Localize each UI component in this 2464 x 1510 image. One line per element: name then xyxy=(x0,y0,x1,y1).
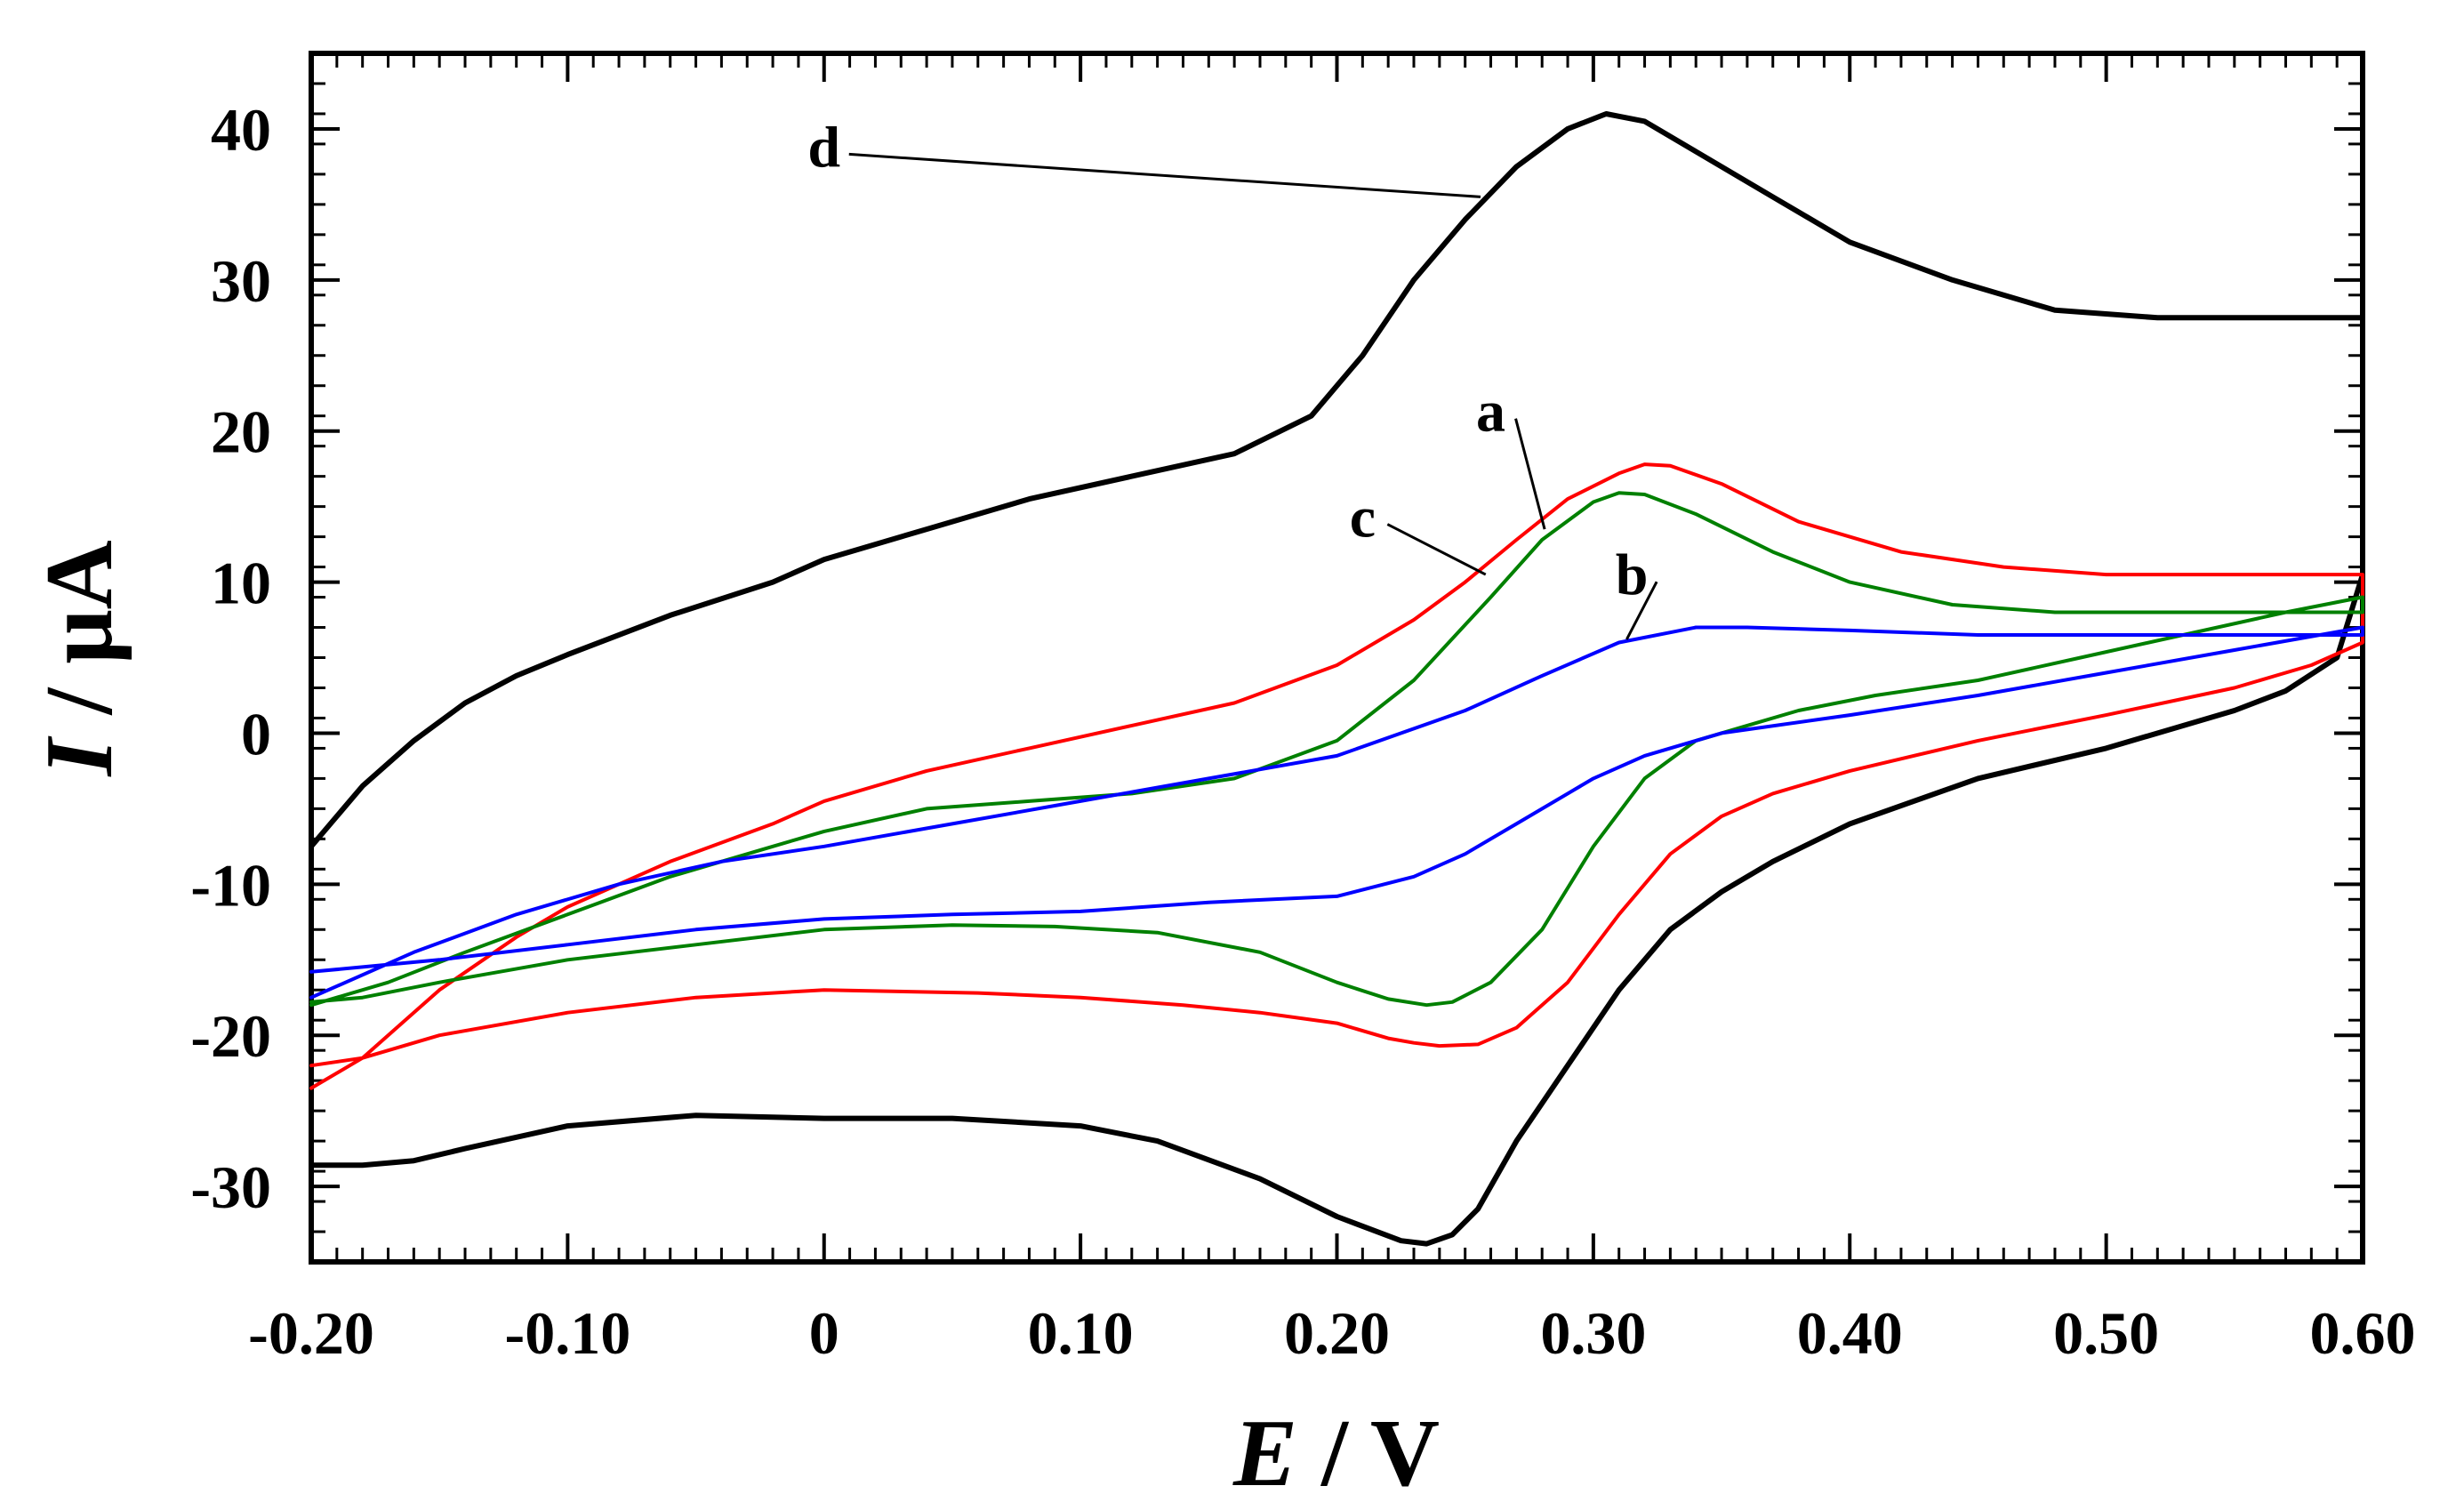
x-axis-title: E / V xyxy=(1232,1401,1440,1506)
y-tick-label: -20 xyxy=(190,1002,271,1070)
series-layer xyxy=(309,111,2365,1247)
y-axis-unit: / μA xyxy=(27,540,132,738)
y-tick-label: 10 xyxy=(211,550,271,617)
curve-label-b: b xyxy=(1616,542,1649,607)
minor-ticks xyxy=(309,52,2364,1264)
x-axis-var: E xyxy=(1232,1401,1297,1506)
curve-label-leader-a xyxy=(1514,418,1546,530)
x-tick-label: 0.20 xyxy=(1284,1299,1390,1367)
major-ticks xyxy=(309,53,2364,1262)
annotation-layer: d a c b xyxy=(807,115,1658,640)
x-tick-label: -0.20 xyxy=(248,1299,374,1367)
curve-label-c: c xyxy=(1350,486,1376,550)
curve-label-leader-b xyxy=(1625,581,1658,640)
x-tick-label: 0.10 xyxy=(1028,1299,1134,1367)
y-tick-label: 30 xyxy=(211,247,271,315)
curve-label-leader-d xyxy=(848,152,1481,198)
x-tick-label: -0.10 xyxy=(505,1299,631,1367)
y-tick-label: -30 xyxy=(190,1153,271,1221)
curve-label-d: d xyxy=(807,115,840,180)
curve-label-leader-c xyxy=(1386,523,1487,576)
y-tick-label: 0 xyxy=(241,700,271,767)
series-line-a xyxy=(309,462,2364,1090)
y-tick-label: -10 xyxy=(190,851,271,919)
plot-frame xyxy=(309,51,2365,1265)
x-tick-label: 0.40 xyxy=(1797,1299,1903,1367)
series-line-b xyxy=(309,625,2364,1000)
y-axis-var: I xyxy=(27,735,132,778)
series-line-d xyxy=(309,111,2365,1247)
x-axis-unit: / V xyxy=(1297,1401,1440,1506)
y-tick-label: 20 xyxy=(211,398,271,466)
x-tick-label: 0 xyxy=(809,1299,839,1367)
x-tick-label: 0.50 xyxy=(2053,1299,2159,1367)
x-tick-label: 0.60 xyxy=(2310,1299,2416,1367)
x-tick-label: 0.30 xyxy=(1540,1299,1646,1367)
y-axis-title: I / μA xyxy=(27,540,132,777)
y-tick-label: 40 xyxy=(211,96,271,164)
tick-labels: -0.20 -0.10 0 0.10 0.20 0.30 0.40 0.50 0.60 -30 -2… xyxy=(190,96,2415,1367)
curve-label-a: a xyxy=(1476,380,1505,445)
